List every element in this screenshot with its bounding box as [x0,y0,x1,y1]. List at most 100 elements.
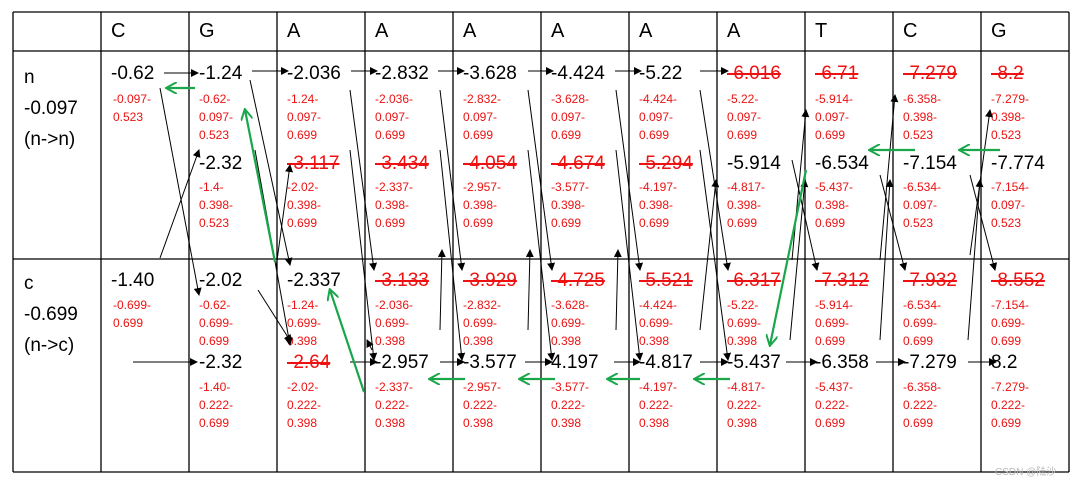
row-label-letter: c [24,273,34,294]
cell-note: -2.02- 0.222- 0.398 [287,380,322,430]
cell-value: -1.40 [111,270,155,291]
cell-value: 4.197 [551,352,599,373]
cell-note: -0.62- 0.699- 0.699 [199,298,234,348]
cell-note: -0.097- 0.523 [113,92,152,124]
cell-value: -3.577 [463,352,517,373]
cell-value: -8.2 [991,63,1024,84]
cell-note: -5.914- 0.699- 0.699 [815,298,854,348]
column-header: A [727,20,741,42]
cell-value: -3.434 [375,153,429,174]
cell-value: -7.312 [815,270,869,291]
cell-note: -2.832- 0.699- 0.398 [463,298,502,348]
cell-note: -0.62- 0.097- 0.523 [199,92,234,142]
row-label-letter: n [24,67,35,88]
watermark: CSDN @陆沙 [995,467,1057,478]
cell-value: -7.279 [903,63,957,84]
column-header: G [199,20,215,42]
cell-note: -5.22- 0.097- 0.699 [727,92,762,142]
cell-note: -4.197- 0.398- 0.699 [639,180,678,230]
cell-value: -4.674 [551,153,605,174]
cell-note: -2.337- 0.398- 0.699 [375,180,414,230]
cell-note: -6.534- 0.699- 0.699 [903,298,942,348]
row-label-value: -0.699 [24,304,78,325]
cell-note: -3.628- 0.097- 0.699 [551,92,590,142]
cell-note: -0.699- 0.699 [113,298,152,330]
cell-note: -2.957- 0.222- 0.398 [463,380,502,430]
cell-note: -6.534- 0.097- 0.523 [903,180,942,230]
cell-note: -7.279- 0.222- 0.699 [991,380,1030,430]
cell-value: -2.32 [199,352,243,373]
cell-note: -4.817- 0.222- 0.398 [727,380,766,430]
cell-value: -7.932 [903,270,957,291]
cell-value: -6.016 [727,63,781,84]
cell-value: -3.133 [375,270,429,291]
cell-value: 8.2 [991,352,1018,373]
cell-value: -2.957 [375,352,429,373]
cell-note: -3.628- 0.699- 0.398 [551,298,590,348]
cell-note: -3.577- 0.222- 0.398 [551,380,590,430]
column-header: C [111,20,126,42]
cell-note: -1.40- 0.222- 0.699 [199,380,234,430]
cell-note: -7.154- 0.699- 0.699 [991,298,1030,348]
cell-value: -5.437 [727,352,781,373]
cell-value: -0.62 [111,63,155,84]
cell-note: -7.154- 0.097- 0.523 [991,180,1030,230]
cell-value: -5.914 [727,153,781,174]
cell-value: -4.424 [551,63,605,84]
cell-value: -8.552 [991,270,1045,291]
cell-note: -2.337- 0.222- 0.398 [375,380,414,430]
column-header: C [903,20,918,42]
cell-note: -5.437- 0.222- 0.699 [815,380,854,430]
cell-value: -7.279 [903,352,957,373]
cell-value: -3.929 [463,270,517,291]
cell-value: -6.534 [815,153,869,174]
backtrace-arrow [330,290,366,393]
cell-note: -2.036- 0.699- 0.398 [375,298,414,348]
cell-note: -2.957- 0.398- 0.699 [463,180,502,230]
cell-note: -2.02- 0.398- 0.699 [287,180,322,230]
cell-value: -5.22 [639,63,683,84]
cell-value: -2.02 [199,270,243,291]
cell-value: -2.32 [199,153,243,174]
cell-value: -4.725 [551,270,605,291]
cell-value: -4.054 [463,153,517,174]
cell-value: -3.628 [463,63,517,84]
cell-note: -4.197- 0.222- 0.398 [639,380,678,430]
backtrace-arrow [770,169,808,345]
row-label: n -0.097 (n->n) [24,62,78,155]
cell-value: -2.036 [287,63,341,84]
cell-note: -4.424- 0.097- 0.699 [639,92,678,142]
cell-value: -1.24 [199,63,243,84]
cell-note: -6.358- 0.222- 0.699 [903,380,942,430]
cell-note: -5.22- 0.699- 0.398 [727,298,762,348]
cell-value: -4.817 [639,352,693,373]
cell-note: -2.036- 0.097- 0.699 [375,92,414,142]
cell-note: -4.817- 0.398- 0.699 [727,180,766,230]
cell-note: -4.424- 0.699- 0.398 [639,298,678,348]
row-label: c -0.699 (n->c) [24,268,78,361]
cell-note: -1.24- 0.699- 0.398 [287,298,322,348]
cell-note: -3.577- 0.398- 0.699 [551,180,590,230]
cell-note: -6.358- 0.398- 0.523 [903,92,942,142]
row-label-transition: (n->n) [24,129,76,150]
cell-note: -1.4- 0.398- 0.523 [199,180,234,230]
column-header: A [639,20,653,42]
row-label-transition: (n->c) [24,335,75,356]
column-header: A [463,20,477,42]
cell-note: -5.914- 0.097- 0.699 [815,92,854,142]
cell-value: -6.71 [815,63,859,84]
backtrace-arrow [245,110,277,263]
cell-value: -6.358 [815,352,869,373]
cell-value: -6.317 [727,270,781,291]
cell-value: -7.774 [991,153,1045,174]
cell-note: -7.279- 0.398- 0.523 [991,92,1030,142]
cell-value: -2.64 [287,352,331,373]
column-header: A [551,20,565,42]
cell-note: -1.24- 0.097- 0.699 [287,92,322,142]
column-header: A [287,20,301,42]
cell-value: -2.832 [375,63,429,84]
cell-note: -2.832- 0.097- 0.699 [463,92,502,142]
cell-value: -3.117 [287,153,340,174]
row-label-value: -0.097 [24,98,78,119]
